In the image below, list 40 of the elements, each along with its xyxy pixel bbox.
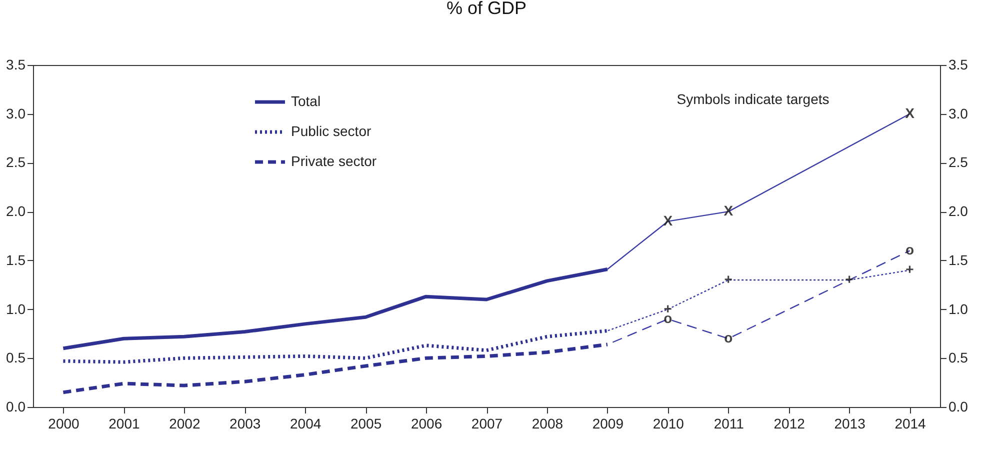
x-tick-label: 2003: [230, 416, 261, 432]
legend-label: Total: [291, 93, 321, 109]
y-tick-label: 1.0: [6, 300, 26, 317]
y-tick-label: 2.5: [6, 154, 26, 170]
legend-label: Public sector: [291, 123, 372, 139]
annotation: Symbols indicate targets: [676, 91, 830, 107]
x-tick-label: 2000: [48, 416, 80, 432]
x-tick-label: 2011: [714, 416, 744, 432]
x-tick-label: 2006: [410, 416, 442, 432]
y2-tick-label: 0.5: [948, 350, 968, 366]
y-tick-label: 0.5: [6, 350, 26, 366]
annotation: o: [905, 242, 914, 258]
x-tick-label: 2013: [834, 416, 866, 432]
y2-tick-label: 2.5: [948, 154, 968, 170]
y2-tick-label: 1.5: [948, 252, 968, 268]
x-tick-label: 2002: [169, 416, 200, 432]
y-tick-label: 0.0: [6, 398, 26, 414]
y2-tick-label: 3.5: [948, 56, 968, 72]
chart-title: % of GDP: [446, 0, 527, 18]
x-tick-label: 2009: [592, 416, 624, 432]
annotation: +: [906, 261, 914, 278]
y-tick-label: 3.5: [6, 56, 26, 72]
y2-tick-label: 2.0: [948, 203, 968, 220]
legend-label: Private sector: [291, 153, 377, 169]
y2-tick-label: 1.0: [948, 300, 968, 317]
y2-tick-label: 3.0: [948, 105, 968, 122]
x-tick-label: 2004: [290, 416, 322, 432]
x-tick-label: 2008: [532, 416, 564, 432]
y-tick-label: 2.0: [6, 203, 26, 220]
annotation: X: [905, 104, 916, 121]
x-tick-label: 2012: [774, 416, 806, 432]
y-tick-label: 3.0: [6, 105, 26, 122]
x-tick-label: 2005: [350, 416, 382, 432]
x-tick-label: 2014: [894, 416, 926, 432]
x-tick-label: 2001: [108, 416, 140, 432]
x-tick-label: 2010: [652, 416, 684, 432]
x-tick-label: 2007: [471, 416, 503, 432]
y-tick-label: 1.5: [6, 252, 26, 268]
y2-tick-label: 0.0: [948, 398, 968, 414]
annotation: o: [724, 330, 733, 346]
